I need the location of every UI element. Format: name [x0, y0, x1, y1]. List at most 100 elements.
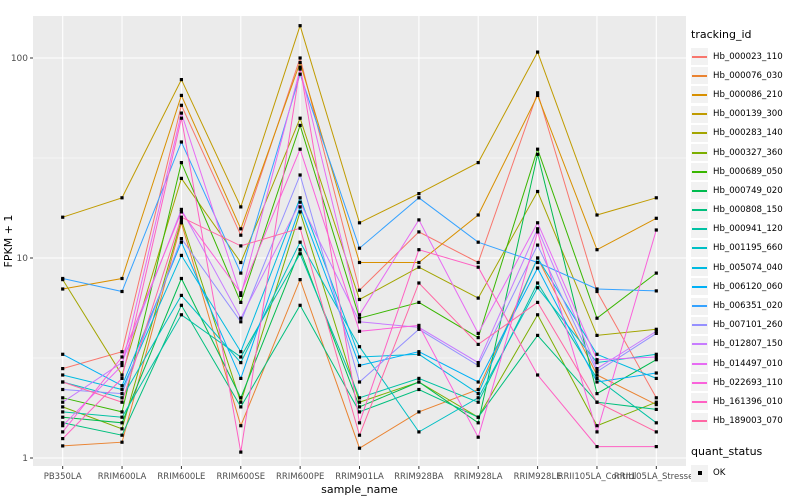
data-point: [239, 291, 243, 295]
data-point: [298, 116, 302, 120]
data-point: [239, 233, 243, 237]
x-axis-title: sample_name: [321, 483, 398, 496]
legend-item-Hb_012807_150: Hb_012807_150: [691, 335, 799, 354]
data-point: [120, 433, 124, 437]
data-point: [61, 276, 65, 281]
x-tick-label: RRIM928LA: [454, 472, 503, 482]
legend-item-label: Hb_000139_300: [713, 109, 783, 120]
data-point: [120, 363, 124, 368]
data-point: [239, 376, 243, 380]
data-point: [654, 421, 658, 425]
data-point: [239, 205, 243, 209]
data-point: [654, 376, 658, 380]
data-point: [595, 333, 599, 337]
data-point: [61, 400, 65, 404]
axes: 1 10 100 PB350LA RRIM600LA RRIM600LE RRIM600SE…: [11, 54, 699, 482]
data-point: [536, 221, 540, 225]
data-point: [357, 313, 362, 317]
legend-item-label: Hb_189003_070: [713, 416, 783, 427]
legend-item-Hb_000283_140: Hb_000283_140: [691, 124, 799, 143]
data-point: [120, 276, 124, 281]
legend-key-swatch: [691, 48, 708, 66]
data-point: [61, 373, 65, 377]
data-point: [239, 320, 243, 324]
quant-item-label: OK: [713, 468, 726, 479]
y-tick-label: 100: [11, 54, 28, 64]
legend-key-line: [692, 55, 707, 58]
data-point: [536, 189, 540, 194]
legend-key-swatch: [691, 220, 708, 238]
data-point: [120, 289, 124, 294]
x-tick-label: RRIM600SE: [216, 472, 265, 482]
data-point: [536, 333, 540, 337]
data-point: [536, 300, 540, 304]
legend-key-swatch: [691, 335, 708, 353]
legend-item-label: Hb_005074_040: [713, 262, 783, 273]
data-point: [357, 221, 362, 225]
data-point: [654, 329, 658, 333]
data-point: [120, 355, 124, 359]
legend-key-line: [692, 189, 707, 192]
data-point: [417, 218, 421, 222]
data-point: [357, 380, 362, 384]
legend-item-Hb_000749_020: Hb_000749_020: [691, 181, 799, 200]
data-point: [298, 200, 302, 204]
data-point: [476, 331, 480, 335]
data-point: [476, 421, 480, 425]
data-point: [654, 352, 658, 356]
data-point: [417, 350, 421, 354]
data-point: [595, 430, 599, 434]
data-point: [654, 358, 658, 362]
quant-key-swatch: [691, 464, 708, 482]
data-point: [61, 410, 65, 414]
legend-key-swatch: [691, 182, 708, 200]
data-point: [536, 256, 540, 260]
data-point: [179, 313, 183, 317]
data-point: [179, 303, 183, 307]
data-point: [357, 433, 362, 437]
data-point: [120, 387, 124, 392]
data-point: [179, 218, 183, 222]
data-point: [357, 288, 362, 292]
data-point: [179, 215, 183, 219]
legend-item-Hb_000327_360: Hb_000327_360: [691, 143, 799, 162]
legend-item-Hb_000808_150: Hb_000808_150: [691, 201, 799, 220]
data-point: [417, 323, 421, 327]
legend-key-swatch: [691, 278, 708, 296]
data-point: [595, 358, 599, 362]
data-point: [357, 400, 362, 404]
x-tick-label: RRIM600LA: [98, 472, 147, 482]
data-point: [476, 435, 480, 439]
legend-item-Hb_000023_110: Hb_000023_110: [691, 47, 799, 66]
data-point: [595, 400, 599, 404]
data-point: [61, 367, 65, 371]
data-point: [654, 271, 658, 275]
legend-item-label: Hb_161396_010: [713, 396, 783, 407]
data-point: [476, 240, 480, 244]
data-point: [61, 444, 65, 448]
y-tick-label: 1: [22, 454, 28, 464]
data-point: [417, 430, 421, 434]
data-point: [61, 437, 65, 441]
data-point: [357, 316, 362, 320]
data-point: [357, 260, 362, 265]
data-point: [239, 244, 243, 248]
black-square-point-icon: [697, 471, 702, 476]
legend-item-label: Hb_000808_150: [713, 205, 783, 216]
legend-key-line: [692, 362, 707, 365]
data-point: [476, 400, 480, 404]
data-point: [654, 228, 658, 232]
legend-item-label: Hb_006120_060: [713, 281, 783, 292]
data-point: [654, 396, 658, 400]
legend-key-line: [692, 420, 707, 423]
data-point: [298, 56, 302, 60]
data-point: [298, 123, 302, 127]
data-point: [61, 424, 65, 428]
data-point: [179, 240, 183, 244]
legend-key-swatch: [691, 297, 708, 315]
x-tick-label: RRIM600PE: [276, 472, 324, 482]
data-point: [536, 91, 540, 95]
data-point: [120, 421, 124, 425]
data-point: [298, 240, 302, 244]
legend-key-line: [692, 381, 707, 384]
